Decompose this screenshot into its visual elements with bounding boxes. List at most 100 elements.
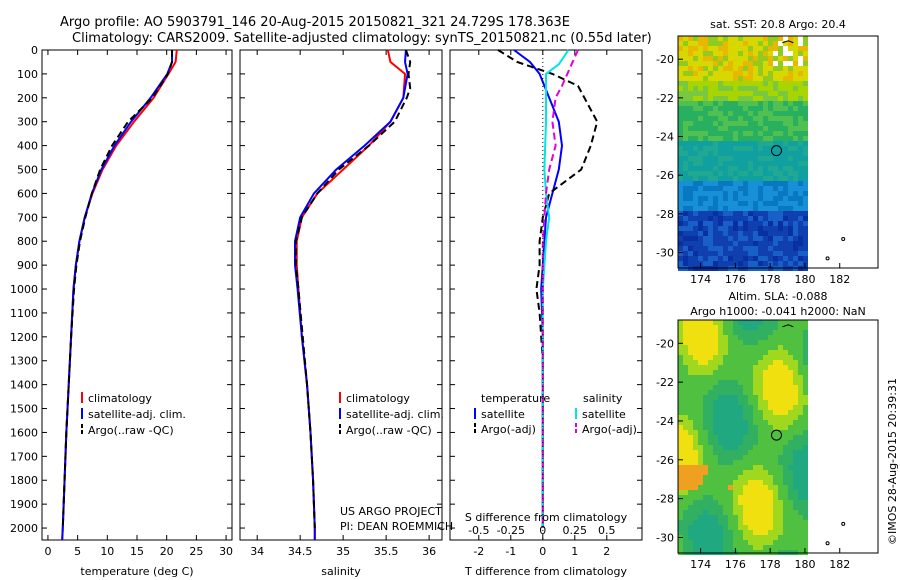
heatmap-cell — [743, 226, 748, 231]
heatmap-cell — [753, 131, 758, 136]
heatmap-cell — [783, 241, 788, 246]
heatmap-cell — [678, 116, 683, 121]
heatmap-cell — [778, 226, 783, 231]
heatmap-cell — [798, 325, 803, 330]
heatmap-cell — [678, 440, 683, 445]
heatmap-cell — [738, 86, 743, 91]
heatmap-cell — [733, 495, 738, 500]
heatmap-cell — [733, 206, 738, 211]
top-tick-label: 0 — [539, 524, 546, 537]
heatmap-cell — [698, 216, 703, 221]
heatmap-cell — [738, 525, 743, 530]
heatmap-cell — [738, 166, 743, 171]
heatmap-cell — [703, 86, 708, 91]
heatmap-cell — [773, 151, 778, 156]
heatmap-cell — [678, 111, 683, 116]
heatmap-cell — [678, 420, 683, 425]
heatmap-cell — [748, 41, 753, 46]
heatmap-cell — [753, 525, 758, 530]
heatmap-cell — [738, 216, 743, 221]
heatmap-cell — [768, 535, 773, 540]
heatmap-cell — [693, 201, 698, 206]
heatmap-cell — [783, 510, 788, 515]
heatmap-cell — [773, 76, 778, 81]
heatmap-cell — [718, 520, 723, 525]
heatmap-cell — [773, 131, 778, 136]
heatmap-cell — [773, 136, 778, 141]
heatmap-cell — [798, 156, 803, 161]
heatmap-cell — [783, 345, 788, 350]
x-tick-label: -2 — [473, 545, 484, 558]
heatmap-cell — [793, 485, 798, 490]
heatmap-cell — [783, 335, 788, 340]
heatmap-cell — [708, 106, 713, 111]
heatmap-cell — [683, 335, 688, 340]
heatmap-cell — [698, 355, 703, 360]
heatmap-cell — [778, 535, 783, 540]
heatmap-cell — [758, 251, 763, 256]
heatmap-cell — [773, 415, 778, 420]
series-line — [61, 50, 174, 541]
heatmap-cell — [778, 420, 783, 425]
heatmap-cell — [718, 365, 723, 370]
heatmap-cell — [758, 535, 763, 540]
heatmap-cell — [718, 106, 723, 111]
heatmap-cell — [753, 400, 758, 405]
heatmap-cell — [773, 320, 778, 325]
heatmap-cell — [763, 370, 768, 375]
heatmap-cell — [743, 345, 748, 350]
heatmap-cell — [688, 211, 693, 216]
heatmap-cell — [678, 325, 683, 330]
x-tick-label: 2 — [603, 545, 610, 558]
heatmap-cell — [788, 86, 793, 91]
heatmap-cell — [723, 211, 728, 216]
heatmap-cell — [748, 365, 753, 370]
annotation-project: US ARGO PROJECT — [340, 505, 442, 518]
heatmap-cell — [698, 510, 703, 515]
heatmap-cell — [743, 515, 748, 520]
heatmap-cell — [768, 425, 773, 430]
heatmap-cell — [753, 520, 758, 525]
heatmap-cell — [733, 226, 738, 231]
heatmap-cell — [768, 360, 773, 365]
heatmap-cell — [748, 490, 753, 495]
heatmap-cell — [703, 46, 708, 51]
heatmap-cell — [763, 450, 768, 455]
heatmap-cell — [683, 345, 688, 350]
heatmap-cell — [788, 216, 793, 221]
heatmap-cell — [783, 515, 788, 520]
y-tick-label: 1900 — [10, 498, 38, 511]
heatmap-cell — [778, 335, 783, 340]
heatmap-cell — [698, 400, 703, 405]
heatmap-cell — [708, 81, 713, 86]
heatmap-cell — [758, 146, 763, 151]
heatmap-cell — [713, 101, 718, 106]
heatmap-cell — [713, 41, 718, 46]
heatmap-cell — [733, 475, 738, 480]
heatmap-cell — [733, 86, 738, 91]
heatmap-cell — [693, 136, 698, 141]
heatmap-cell — [798, 96, 803, 101]
heatmap-cell — [703, 186, 708, 191]
heatmap-cell — [763, 395, 768, 400]
heatmap-cell — [683, 545, 688, 550]
heatmap-cell — [728, 121, 733, 126]
heatmap-cell — [768, 545, 773, 550]
heatmap-cell — [788, 121, 793, 126]
heatmap-cell — [798, 540, 803, 545]
heatmap-cell — [683, 430, 688, 435]
heatmap-cell — [748, 360, 753, 365]
heatmap-cell — [788, 390, 793, 395]
heatmap-cell — [758, 330, 763, 335]
heatmap-cell — [758, 81, 763, 86]
heatmap-cell — [803, 246, 808, 251]
heatmap-cell — [678, 186, 683, 191]
heatmap-cell — [778, 46, 783, 51]
heatmap-cell — [803, 251, 808, 256]
heatmap-cell — [713, 36, 718, 41]
heatmap-cell — [778, 400, 783, 405]
heatmap-cell — [783, 535, 788, 540]
heatmap-cell — [678, 390, 683, 395]
heatmap-cell — [733, 136, 738, 141]
heatmap-cell — [728, 340, 733, 345]
